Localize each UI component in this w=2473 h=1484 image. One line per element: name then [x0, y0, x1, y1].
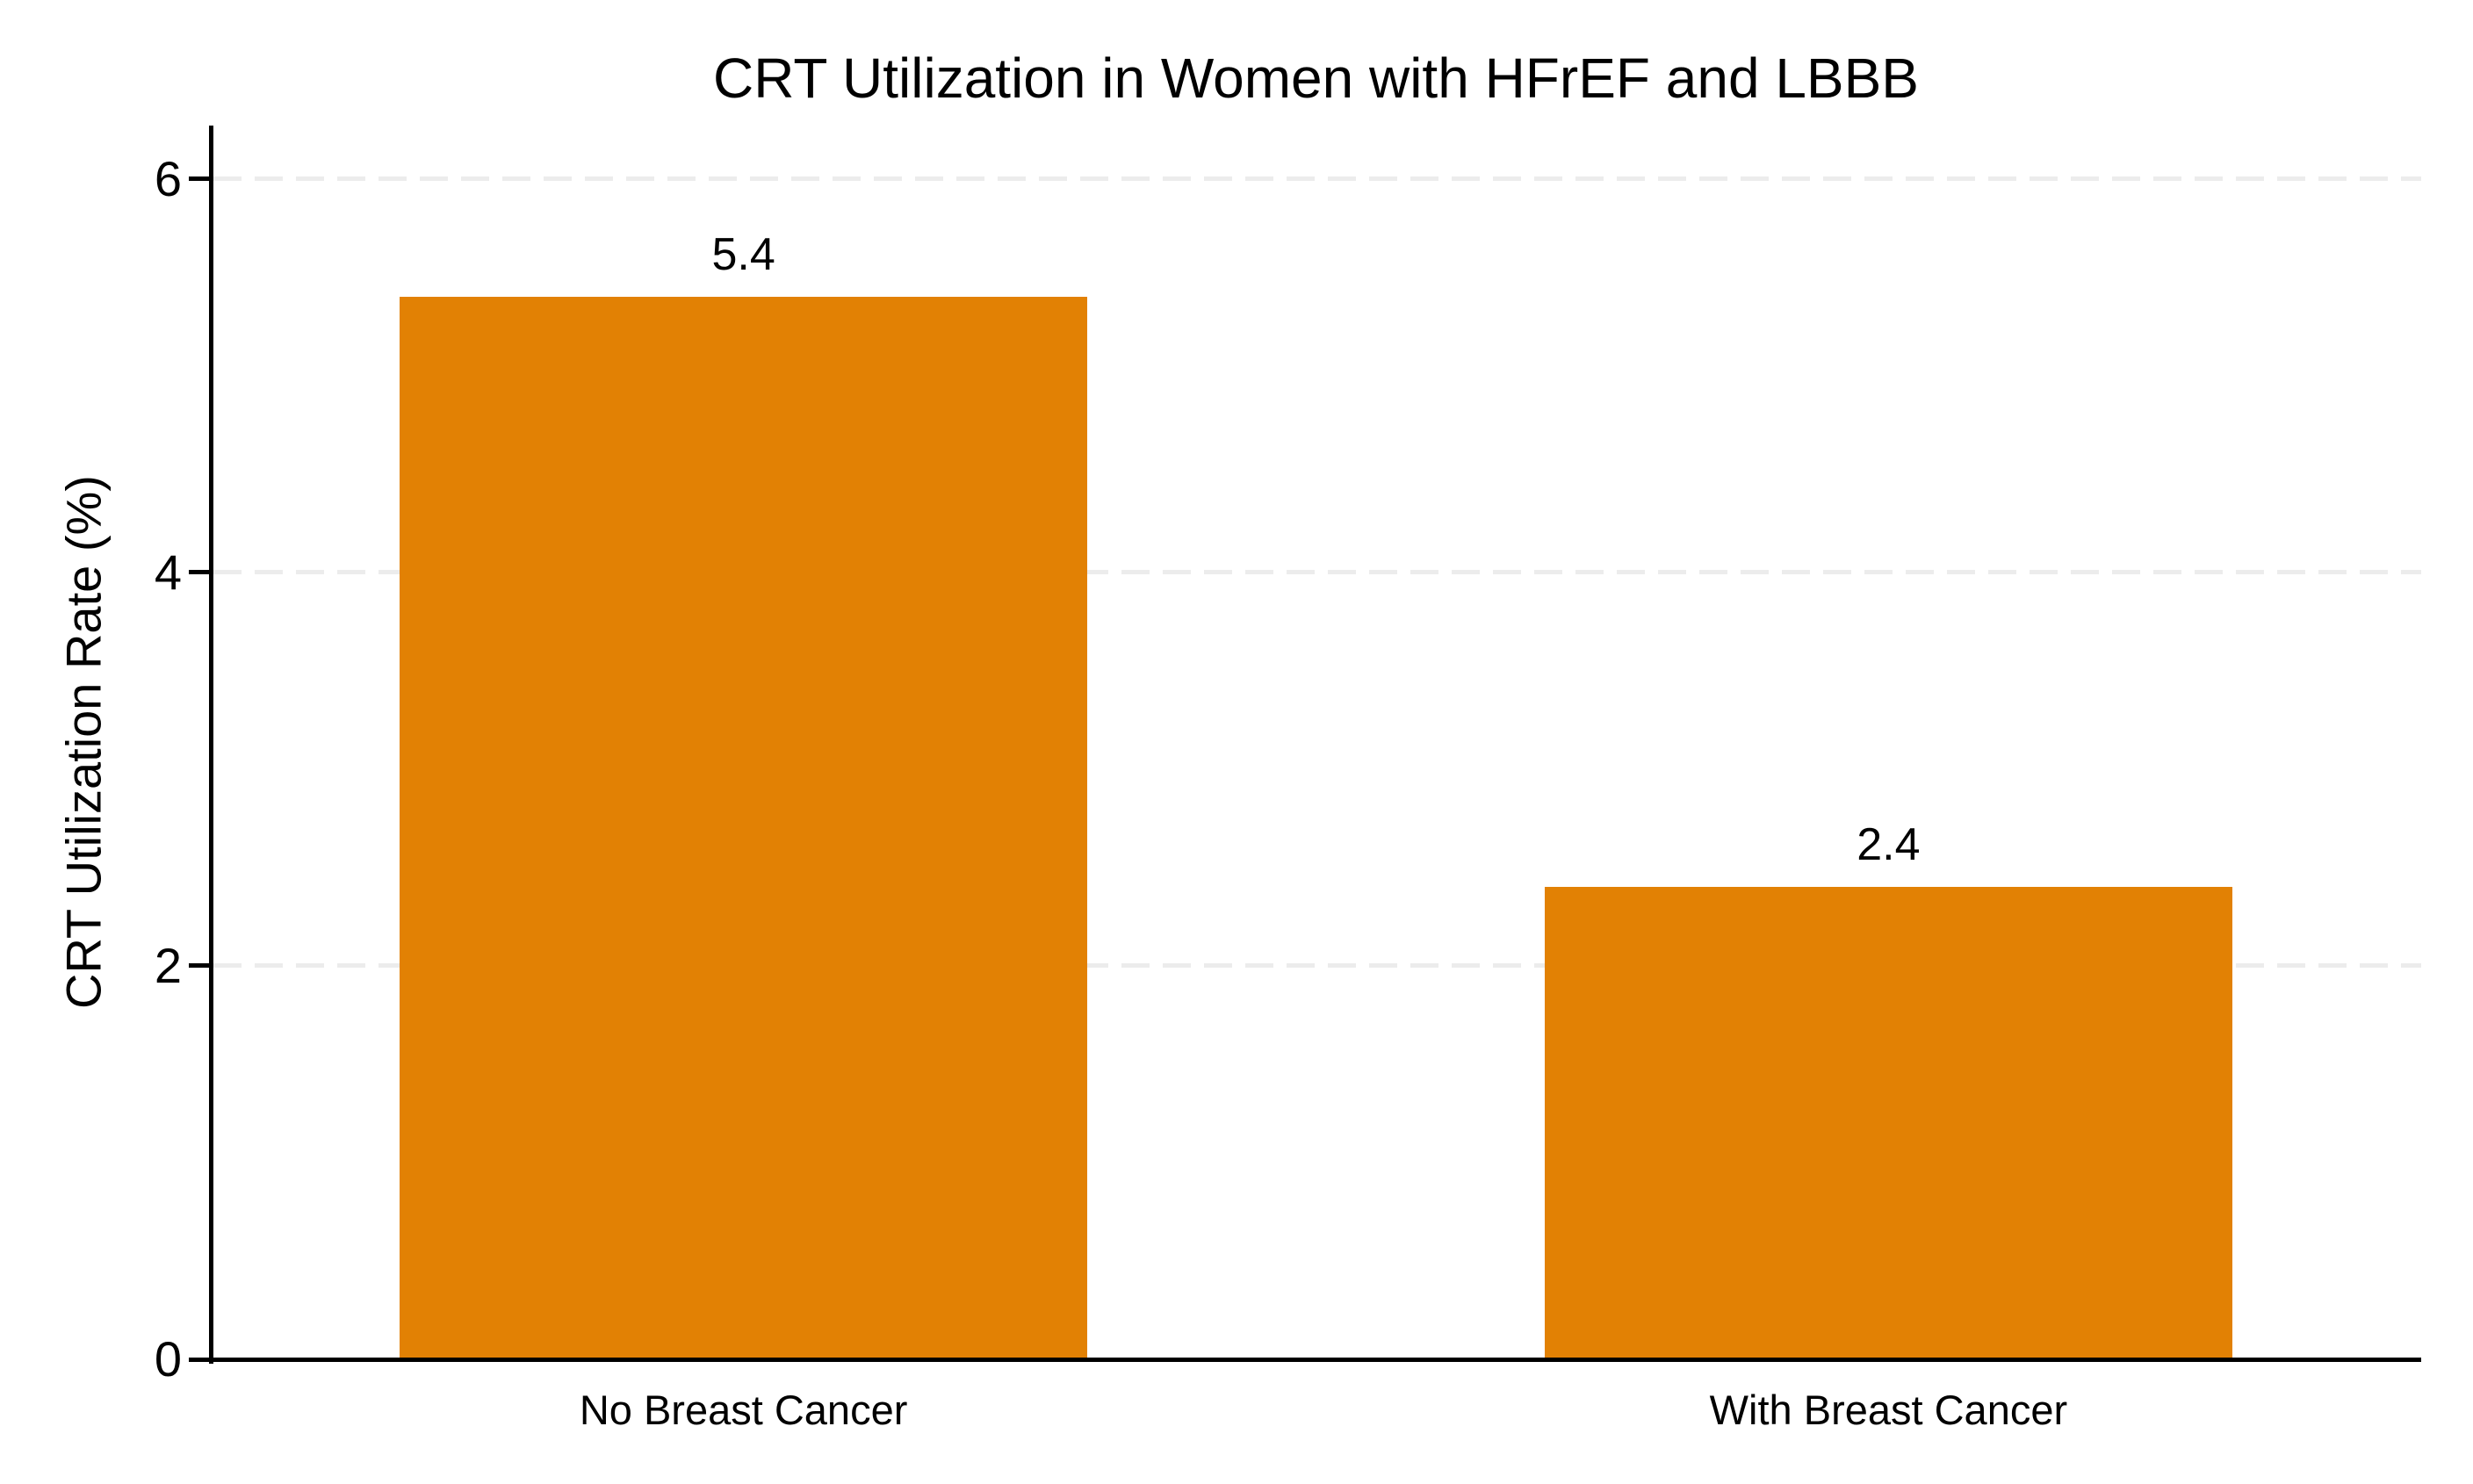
y-tick-label-4: 4 — [154, 544, 182, 600]
bar-1 — [1544, 887, 2232, 1359]
gridline-y-2 — [213, 963, 2421, 969]
gridline-y-4 — [213, 570, 2421, 575]
x-category-label-1: With Breast Cancer — [1709, 1387, 2068, 1433]
y-tick-label-2: 2 — [154, 937, 182, 993]
y-axis-spine — [209, 126, 213, 1364]
y-tick-label-0: 0 — [154, 1331, 182, 1387]
y-tick-6 — [189, 176, 211, 181]
y-tick-label-6: 6 — [154, 150, 182, 206]
bar-value-label-1: 2.4 — [1857, 819, 1921, 871]
y-tick-0 — [189, 1357, 211, 1362]
chart-title: CRT Utilization in Women with HFrEF and … — [713, 47, 1919, 110]
y-tick-2 — [189, 963, 211, 969]
x-axis-spine — [209, 1357, 2421, 1362]
gridline-y-6 — [213, 176, 2421, 181]
y-tick-4 — [189, 570, 211, 575]
y-axis-label: CRT Utilization Rate (%) — [55, 475, 112, 1009]
bar-0 — [400, 296, 1088, 1359]
bar-value-label-0: 5.4 — [711, 228, 775, 280]
x-category-label-0: No Breast Cancer — [579, 1387, 908, 1433]
